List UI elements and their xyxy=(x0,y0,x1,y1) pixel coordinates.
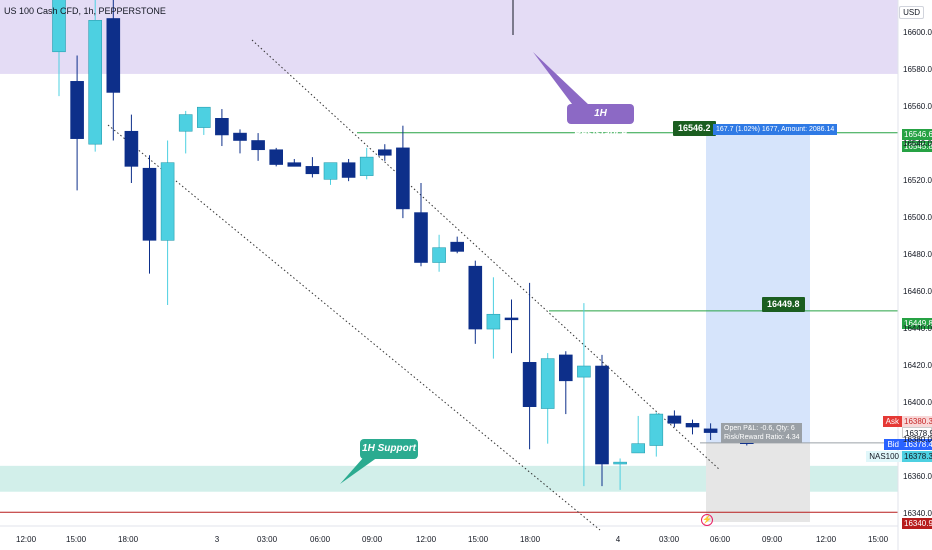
axis-last: 16378.3 xyxy=(902,451,932,462)
price-tick: 16440.0 xyxy=(903,324,932,334)
price-tick: 16520.0 xyxy=(903,176,932,186)
time-tick: 12:00 xyxy=(16,535,37,544)
time-tick: 03:00 xyxy=(659,535,680,544)
resistance-zone xyxy=(0,0,898,74)
candle-body xyxy=(287,162,302,167)
axis-target-top: 16546.6 xyxy=(902,129,932,140)
target-zone xyxy=(706,132,810,443)
price-tick: 16580.0 xyxy=(903,65,932,75)
price-tick: 16560.0 xyxy=(903,102,932,112)
open-pnl-box: Open P&L: -0.6, Qty: 6 Risk/Reward Ratio… xyxy=(721,423,803,443)
candle-body xyxy=(142,167,157,241)
candle-body xyxy=(613,461,627,465)
support-label: 1H Support xyxy=(360,439,418,459)
time-tick: 09:00 xyxy=(362,535,383,544)
channel-upper xyxy=(251,39,721,471)
symbol-title[interactable]: US 100 Cash CFD, 1h, PEPPERSTONE xyxy=(4,6,166,16)
price-tick: 16460.0 xyxy=(903,287,932,297)
risk-reward-text: Risk/Reward Ratio: 4.34 xyxy=(724,434,800,441)
candle-body xyxy=(215,118,229,136)
candle-body xyxy=(450,241,465,252)
time-tick: 4 xyxy=(615,535,621,544)
ask-tag: Ask xyxy=(882,416,902,427)
axis-mid: 16449.8 xyxy=(902,318,932,329)
time-tick: 06:00 xyxy=(710,535,731,544)
candle-body xyxy=(178,114,193,132)
candle-body xyxy=(649,413,664,446)
price-tick: 16540.0 xyxy=(903,139,932,149)
candle-body xyxy=(667,415,682,424)
candle-body xyxy=(88,20,102,145)
candle-body xyxy=(197,106,211,128)
resistance-label: 1H Resistance xyxy=(567,104,634,139)
time-tick: 15:00 xyxy=(468,535,489,544)
resistance-pointer xyxy=(533,52,590,108)
price-tick: 16400.0 xyxy=(903,397,932,407)
candle-body xyxy=(160,162,175,241)
candle-body xyxy=(70,81,84,139)
candle-body xyxy=(414,212,428,263)
candle-body xyxy=(106,18,121,93)
lightning-icon[interactable]: ⚡ xyxy=(701,514,713,526)
price-tick: 16480.0 xyxy=(903,250,932,260)
open-pnl-text: Open P&L: -0.6, Qty: 6 xyxy=(724,425,795,432)
candle-body xyxy=(359,156,374,176)
candle-body xyxy=(631,443,646,454)
price-tick: 16420.0 xyxy=(903,361,932,371)
time-tick: 06:00 xyxy=(310,535,331,544)
price-tick: 16340.0 xyxy=(903,508,932,518)
candle-body xyxy=(251,140,265,151)
candle-body xyxy=(233,132,247,141)
candle-body xyxy=(540,358,555,409)
target-price-label[interactable]: 16546.2 xyxy=(673,121,716,136)
time-tick: 12:00 xyxy=(416,535,437,544)
time-tick: 03:00 xyxy=(257,535,278,544)
axis-target: 16545.8 xyxy=(902,141,932,152)
candle-body xyxy=(323,162,338,180)
time-tick: 3 xyxy=(214,535,220,544)
candle-body xyxy=(341,162,356,178)
time-tick: 18:00 xyxy=(118,535,139,544)
time-tick: 09:00 xyxy=(762,535,783,544)
price-tick: 16360.0 xyxy=(903,471,932,481)
axis-bid: 16378.4 xyxy=(902,439,932,450)
candle-body xyxy=(269,149,284,165)
candle-body xyxy=(468,265,483,330)
candle-body xyxy=(522,362,537,407)
candle-body xyxy=(504,317,519,321)
price-tick: 16380.0 xyxy=(903,434,932,444)
time-tick: 15:00 xyxy=(66,535,87,544)
candle-body xyxy=(396,147,410,210)
bid-tag: Bid xyxy=(884,439,902,450)
candle-body xyxy=(432,247,446,263)
price-tick: 16600.0 xyxy=(903,28,932,38)
candle-body xyxy=(685,423,700,428)
currency-label[interactable]: USD xyxy=(899,6,924,19)
axis-ask: 16380.3 xyxy=(902,416,932,427)
candle-body xyxy=(305,166,320,175)
candle-body xyxy=(558,354,573,382)
stop-zone xyxy=(706,442,810,522)
candle-body xyxy=(577,365,591,378)
candle-body xyxy=(377,149,392,156)
candle-body xyxy=(124,130,139,167)
candle-body xyxy=(595,365,609,465)
price-tick: 16500.0 xyxy=(903,213,932,223)
candle-body xyxy=(52,0,66,53)
time-tick: 18:00 xyxy=(520,535,541,544)
mid-price-label[interactable]: 16449.8 xyxy=(762,297,805,312)
axis-low: 16340.9 xyxy=(902,518,932,529)
time-tick: 15:00 xyxy=(868,535,889,544)
target-info-label: 167.7 (1.02%) 1677, Amount: 2086.14 xyxy=(713,124,838,135)
time-tick: 12:00 xyxy=(816,535,837,544)
symbol-tag: NAS100 xyxy=(866,451,902,462)
candle-body xyxy=(486,313,501,330)
candle-body xyxy=(703,428,718,433)
